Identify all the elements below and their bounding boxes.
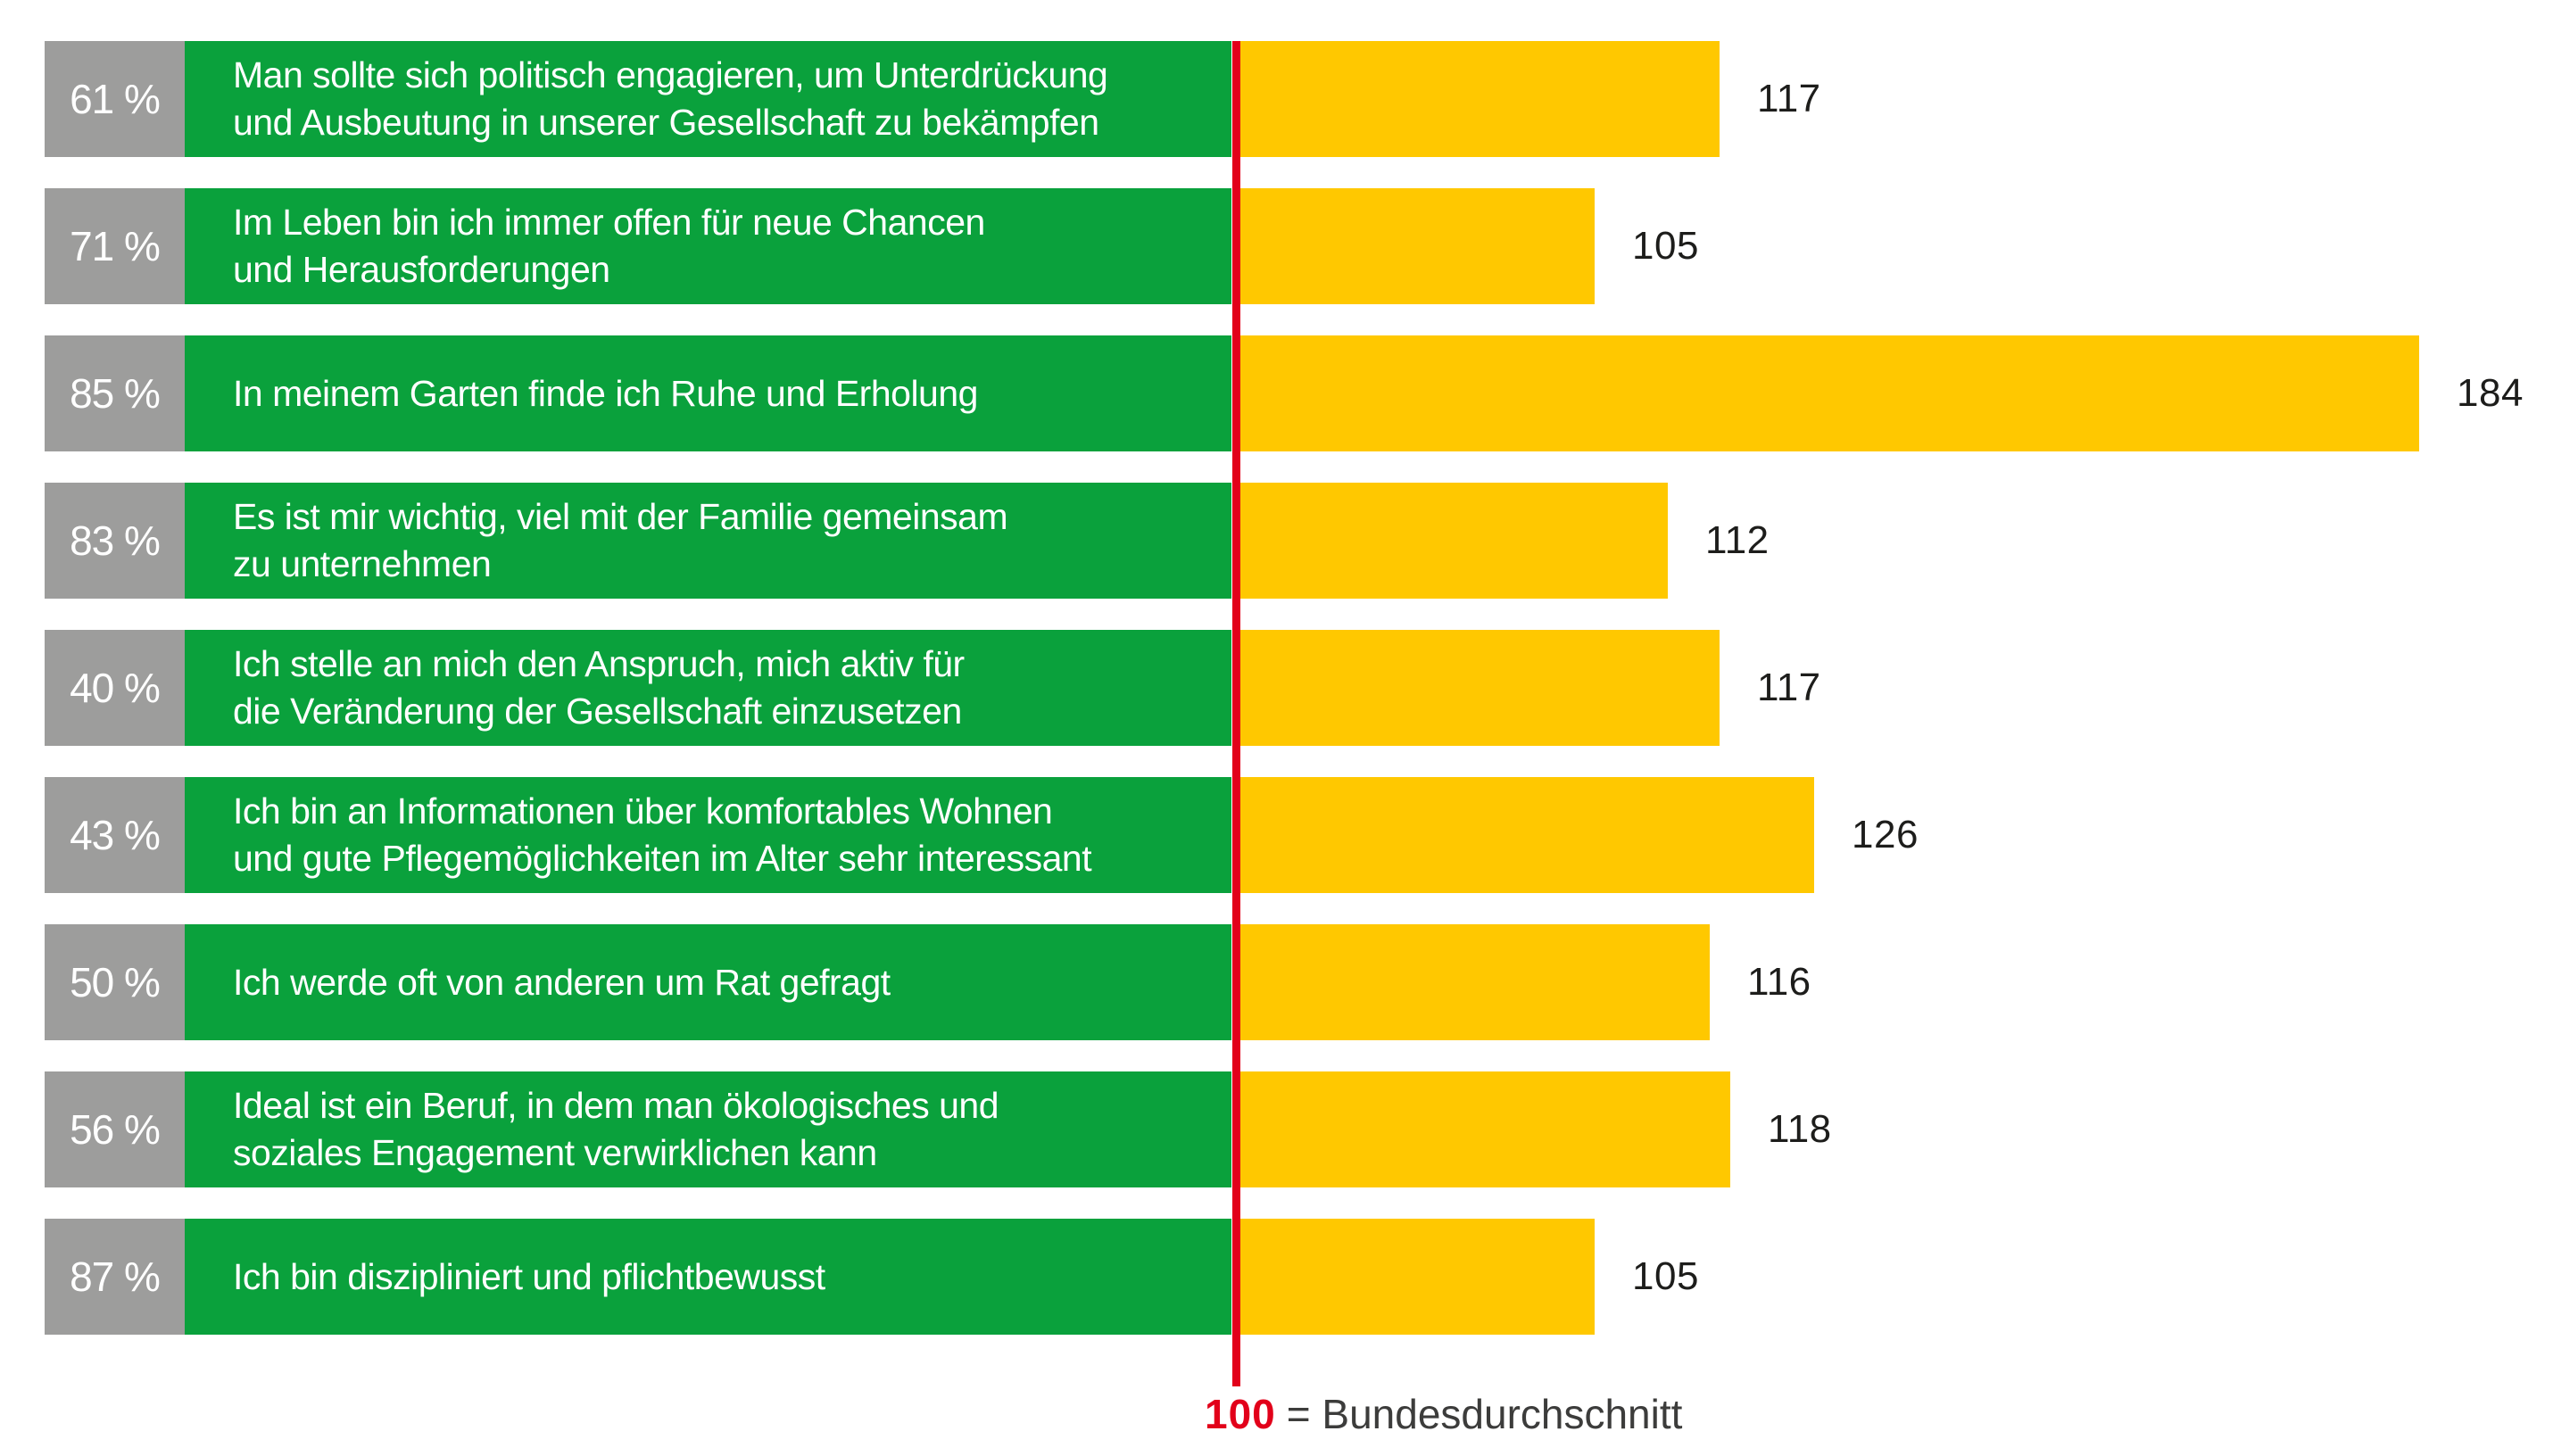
index-value-label: 126 (1852, 813, 1919, 856)
index-value-label: 105 (1632, 1254, 1699, 1298)
statement-bar: Ich werde oft von anderen um Rat gefragt (185, 924, 1231, 1040)
index-bar (1239, 483, 1668, 599)
chart-row: 71 % Im Leben bin ich immer offen für ne… (0, 188, 2553, 304)
baseline-label: = Bundesdurchschnitt (1286, 1391, 1683, 1437)
index-value-label: 112 (1705, 518, 1770, 562)
index-bar (1239, 777, 1814, 893)
index-bar (1239, 41, 1720, 157)
chart-row: 50 % Ich werde oft von anderen um Rat ge… (0, 924, 2553, 1040)
statement-line-2: und Herausforderungen (233, 249, 610, 290)
index-bar (1239, 630, 1720, 746)
chart-row: 85 % In meinem Garten finde ich Ruhe und… (0, 335, 2553, 451)
chart-row: 56 % Ideal ist ein Beruf, in dem man öko… (0, 1071, 2553, 1187)
index-value-label: 105 (1632, 224, 1699, 268)
agreement-percentage-box: 43 % (45, 777, 185, 893)
baseline-value: 100 (1205, 1391, 1276, 1437)
statement-line-1: Es ist mir wichtig, viel mit der Familie… (233, 496, 1008, 537)
statement-line-2: und Ausbeutung in unserer Gesellschaft z… (233, 102, 1099, 143)
statement-line-1: Im Leben bin ich immer offen für neue Ch… (233, 202, 985, 243)
chart-row: 43 % Ich bin an Informationen über komfo… (0, 777, 2553, 893)
agreement-percentage-box: 56 % (45, 1071, 185, 1187)
statement-line-2: die Veränderung der Gesellschaft einzuse… (233, 691, 962, 732)
chart-row: 61 % Man sollte sich politisch engagiere… (0, 41, 2553, 157)
agreement-percentage-box: 61 % (45, 41, 185, 157)
baseline-100-line (1232, 41, 1240, 1386)
statement-line-1: In meinem Garten finde ich Ruhe und Erho… (233, 372, 978, 414)
agreement-percentage-box: 40 % (45, 630, 185, 746)
agreement-percentage-box: 83 % (45, 483, 185, 599)
index-value-label: 117 (1757, 666, 1821, 709)
chart-rows: 61 % Man sollte sich politisch engagiere… (0, 41, 2553, 1335)
index-bar (1239, 188, 1595, 304)
statement-line-1: Ideal ist ein Beruf, in dem man ökologis… (233, 1085, 999, 1126)
statement-bar: Es ist mir wichtig, viel mit der Familie… (185, 483, 1231, 599)
statement-bar: Ich bin diszipliniert und pflichtbewusst (185, 1219, 1231, 1335)
statement-bar: In meinem Garten finde ich Ruhe und Erho… (185, 335, 1231, 451)
baseline-legend: 100 = Bundesdurchschnitt (1205, 1390, 1682, 1438)
index-value-label: 116 (1747, 960, 1811, 1004)
statement-line-1: Ich bin diszipliniert und pflichtbewusst (233, 1255, 825, 1297)
statement-line-1: Ich stelle an mich den Anspruch, mich ak… (233, 643, 965, 684)
index-value-label: 184 (2457, 371, 2524, 415)
agreement-percentage-box: 87 % (45, 1219, 185, 1335)
chart-row: 87 % Ich bin diszipliniert und pflichtbe… (0, 1219, 2553, 1335)
statement-bar: Ideal ist ein Beruf, in dem man ökologis… (185, 1071, 1231, 1187)
index-bar (1239, 1071, 1730, 1187)
agreement-percentage-box: 50 % (45, 924, 185, 1040)
index-bar (1239, 924, 1710, 1040)
agreement-percentage-box: 85 % (45, 335, 185, 451)
statement-line-1: Man sollte sich politisch engagieren, um… (233, 54, 1108, 95)
statement-bar: Ich bin an Informationen über komfortabl… (185, 777, 1231, 893)
statement-line-1: Ich bin an Informationen über komfortabl… (233, 790, 1053, 831)
index-value-label: 117 (1757, 77, 1821, 120)
index-bar (1239, 1219, 1595, 1335)
statement-bar: Ich stelle an mich den Anspruch, mich ak… (185, 630, 1231, 746)
chart-row: 83 % Es ist mir wichtig, viel mit der Fa… (0, 483, 2553, 599)
statement-line-2: und gute Pflegemöglichkeiten im Alter se… (233, 838, 1092, 879)
agreement-percentage-box: 71 % (45, 188, 185, 304)
chart-row: 40 % Ich stelle an mich den Anspruch, mi… (0, 630, 2553, 746)
statement-line-1: Ich werde oft von anderen um Rat gefragt (233, 961, 891, 1003)
statement-line-2: soziales Engagement verwirklichen kann (233, 1132, 877, 1173)
statement-bar: Im Leben bin ich immer offen für neue Ch… (185, 188, 1231, 304)
statement-line-2: zu unternehmen (233, 543, 492, 584)
statement-bar: Man sollte sich politisch engagieren, um… (185, 41, 1231, 157)
index-value-label: 118 (1768, 1107, 1832, 1151)
index-bar (1239, 335, 2419, 451)
